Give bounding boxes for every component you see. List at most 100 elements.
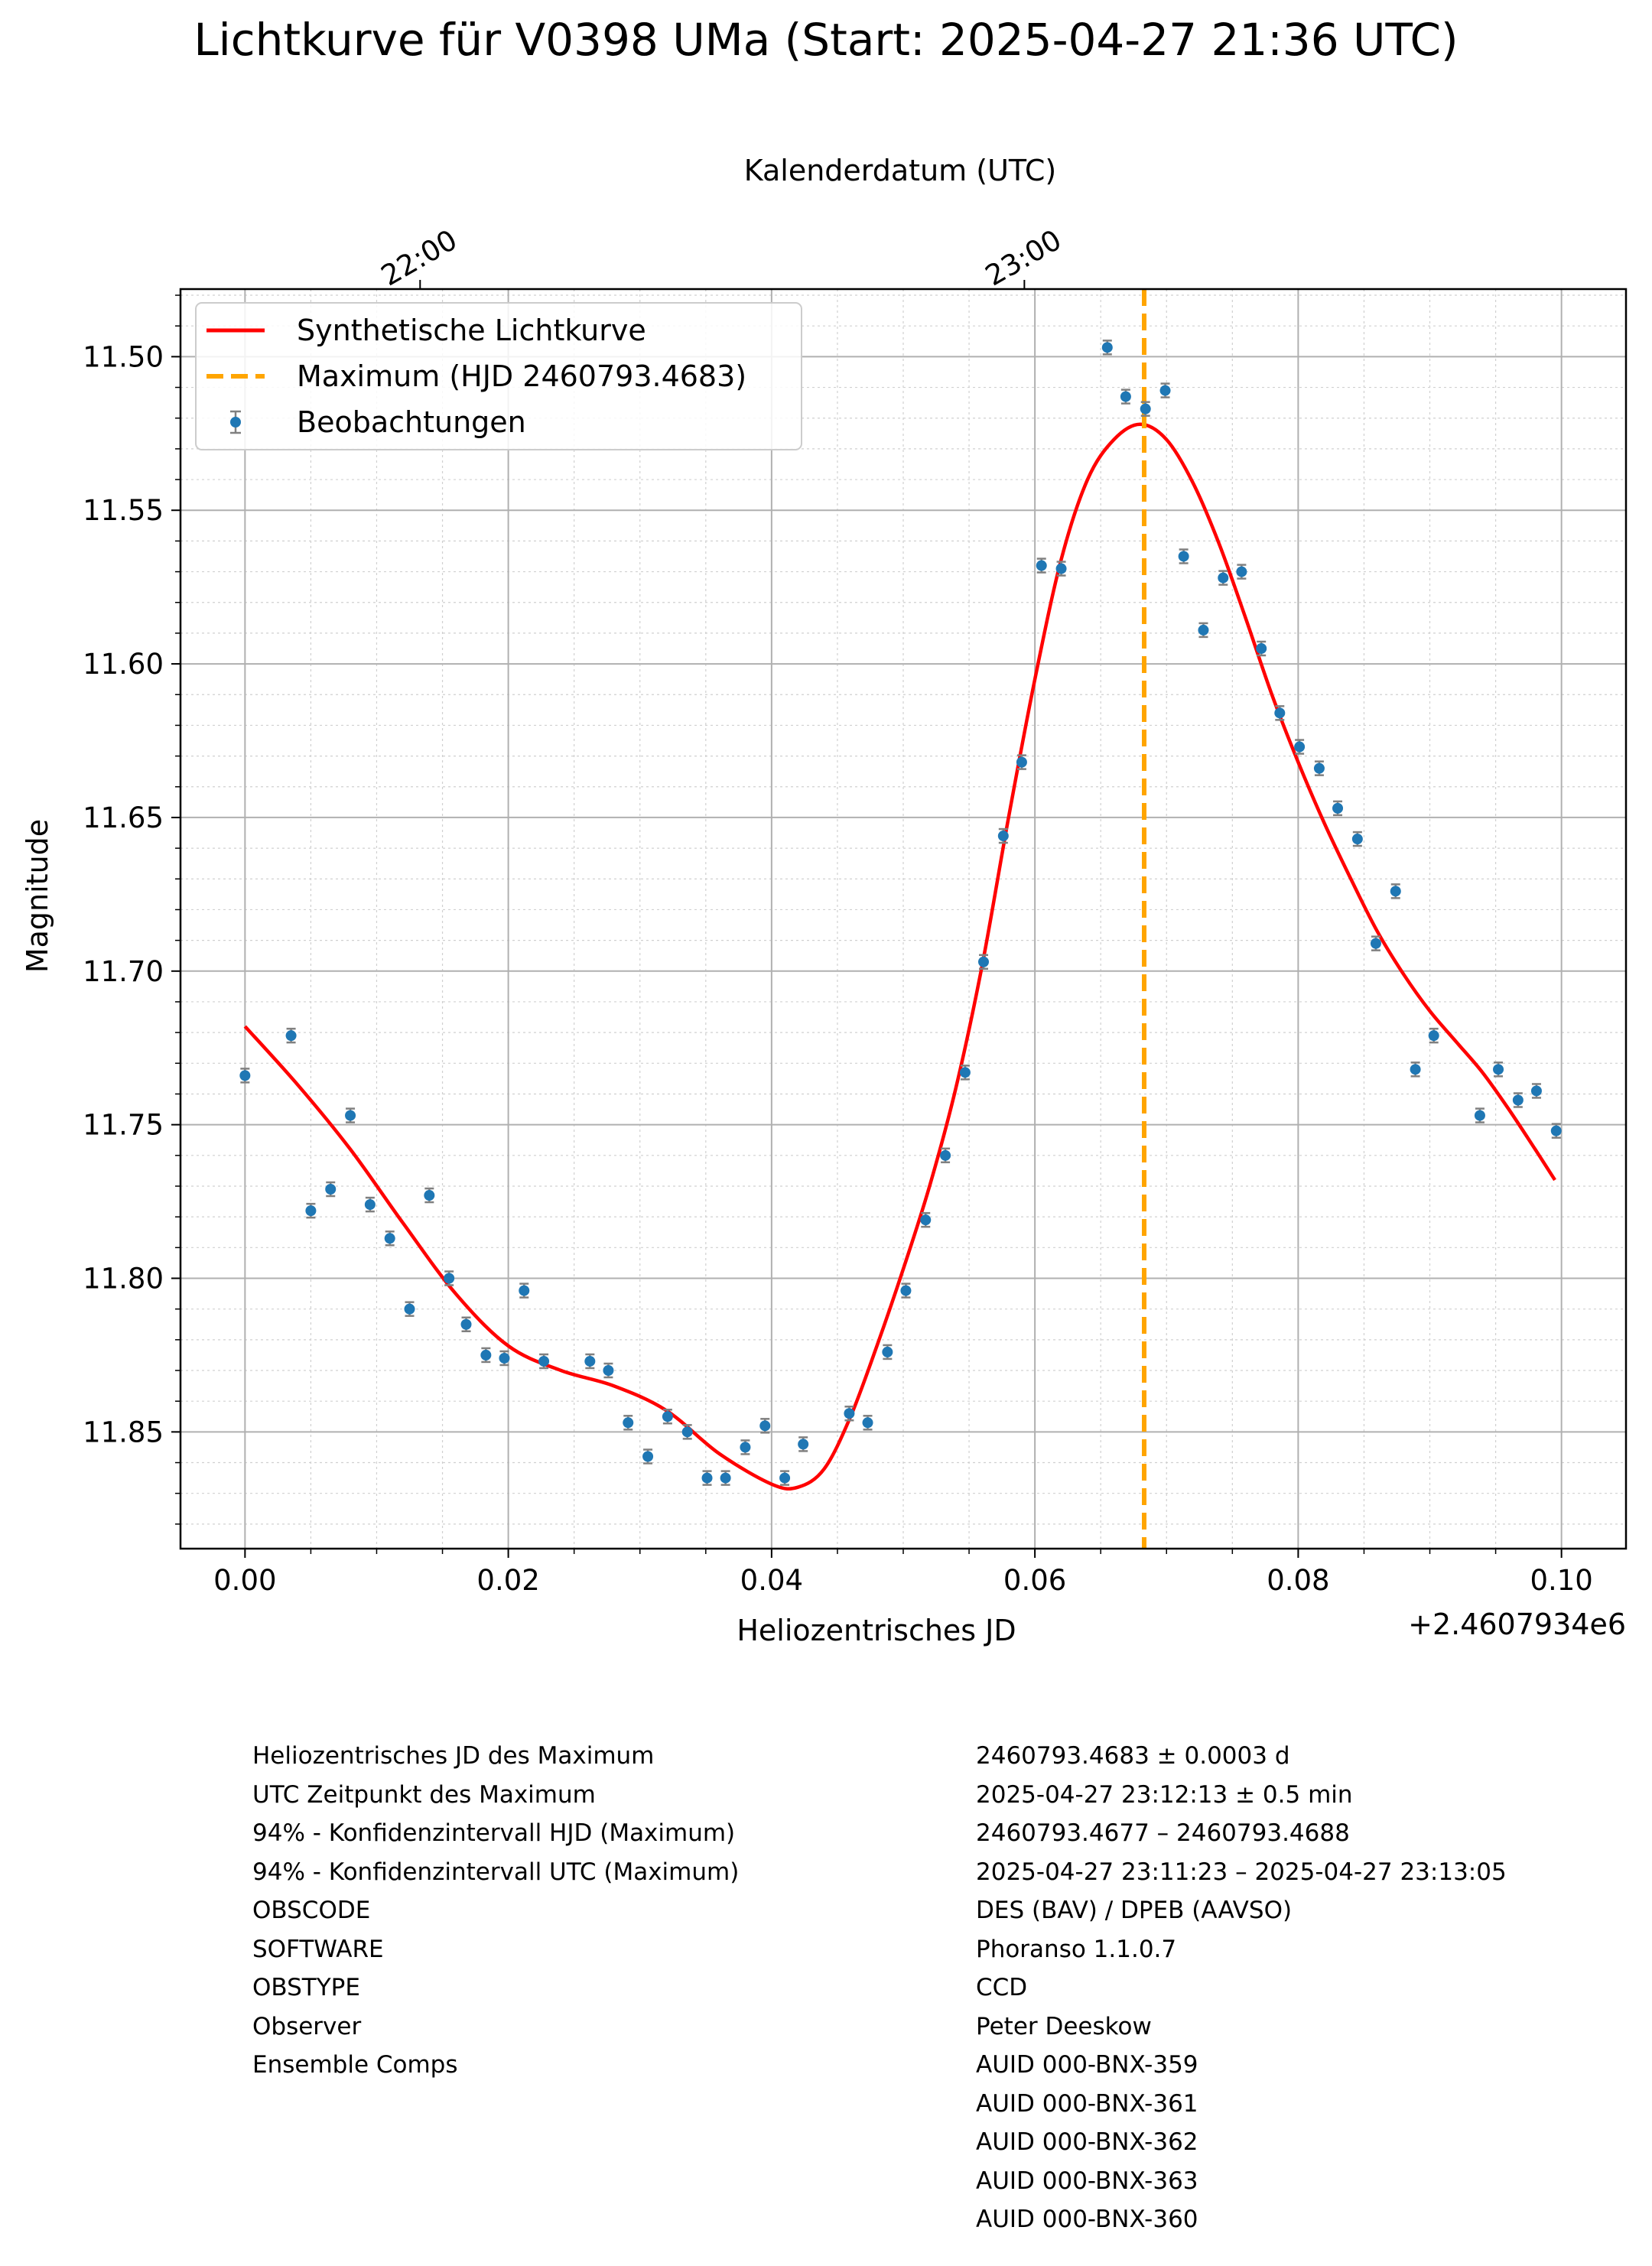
y-tick-label: 11.55	[83, 494, 164, 527]
x-tick-label: 0.10	[1530, 1564, 1592, 1597]
observation-point	[1101, 340, 1113, 356]
observation-point	[740, 1439, 751, 1455]
x-tick-label: 0.04	[740, 1564, 803, 1597]
observation-marker	[1370, 938, 1381, 949]
synthetic-curve-layer	[243, 422, 1556, 1491]
info-value: 2025-04-27 23:12:13 ± 0.5 min	[976, 1780, 1353, 1809]
observation-marker	[862, 1417, 873, 1429]
observation-marker	[662, 1411, 673, 1422]
observation-marker	[1428, 1030, 1439, 1042]
observation-marker	[779, 1472, 791, 1484]
x-top-tick-label: 23:00	[980, 223, 1067, 293]
observation-marker	[720, 1472, 731, 1484]
observation-marker	[519, 1285, 530, 1296]
observation-point	[444, 1270, 455, 1286]
observation-marker	[1351, 834, 1363, 845]
info-label: OBSCODE	[252, 1897, 371, 1924]
observation-marker	[1410, 1064, 1421, 1075]
observation-point	[1410, 1061, 1421, 1078]
observation-point	[603, 1362, 614, 1379]
info-value: 2460793.4677 – 2460793.4688	[976, 1819, 1350, 1847]
y-tick-label: 11.80	[83, 1262, 164, 1295]
observation-point	[844, 1405, 855, 1422]
observation-point	[920, 1211, 932, 1228]
observation-point	[1493, 1061, 1504, 1078]
observation-point	[325, 1181, 337, 1198]
observation-point	[345, 1107, 356, 1123]
legend-point-swatch	[230, 417, 241, 428]
synthetic-light-curve	[243, 422, 1556, 1491]
observation-point	[1055, 561, 1067, 577]
observation-point	[798, 1436, 809, 1452]
observation-marker	[603, 1365, 614, 1377]
observation-point	[424, 1187, 435, 1204]
observation-marker	[978, 956, 989, 967]
observation-point	[538, 1353, 550, 1370]
info-value: CCD	[976, 1974, 1028, 2001]
observation-point	[681, 1424, 693, 1440]
y-tick-label: 11.50	[83, 340, 164, 373]
observation-marker	[345, 1110, 356, 1121]
info-label: 94% - Konfidenzintervall UTC (Maximum)	[252, 1858, 740, 1886]
info-value: AUID 000-BNX-363	[976, 2167, 1198, 2195]
info-value: AUID 000-BNX-361	[976, 2089, 1198, 2118]
info-label: UTC Zeitpunkt des Maximum	[252, 1780, 596, 1809]
observation-point	[1351, 831, 1363, 847]
observation-marker	[480, 1349, 492, 1361]
observation-marker	[538, 1355, 550, 1367]
legend-entry: Beobachtungen	[230, 405, 526, 439]
legend-entry: Synthetische Lichtkurve	[206, 314, 646, 347]
observation-point	[460, 1316, 472, 1333]
legend-label: Maximum (HJD 2460793.4683)	[297, 359, 746, 393]
info-value: Phoranso 1.1.0.7	[976, 1935, 1177, 1963]
chart-title: Lichtkurve für V0398 UMa (Start: 2025-04…	[193, 14, 1459, 66]
observations-layer	[239, 340, 1562, 1486]
info-label: Ensemble Comps	[252, 2051, 458, 2079]
observation-point	[1390, 883, 1401, 899]
observation-marker	[305, 1205, 317, 1217]
observation-point	[480, 1347, 492, 1364]
info-label: SOFTWARE	[252, 1935, 384, 1963]
legend-entry: Maximum (HJD 2460793.4683)	[206, 359, 746, 393]
observation-marker	[1140, 403, 1151, 415]
observation-marker	[1036, 560, 1047, 571]
observation-marker	[1159, 385, 1171, 396]
info-value: DES (BAV) / DPEB (AAVSO)	[976, 1897, 1293, 1924]
observation-marker	[285, 1030, 297, 1042]
observation-point	[1294, 739, 1306, 755]
observation-marker	[1332, 802, 1344, 814]
observation-point	[1140, 401, 1151, 417]
observation-marker	[1493, 1064, 1504, 1075]
observation-marker	[1512, 1094, 1524, 1106]
observation-point	[1036, 558, 1047, 574]
axis-ticks	[171, 280, 1563, 1558]
info-label: Heliozentrisches JD des Maximum	[252, 1742, 655, 1770]
observation-marker	[1236, 566, 1247, 577]
observation-point	[642, 1448, 654, 1465]
observation-marker	[959, 1067, 971, 1078]
observation-marker	[1313, 762, 1325, 774]
observation-marker	[1474, 1110, 1485, 1121]
observation-marker	[444, 1273, 455, 1284]
observation-point	[1332, 800, 1344, 817]
legend-label: Synthetische Lichtkurve	[297, 314, 646, 347]
observation-point	[1512, 1092, 1524, 1108]
observation-point	[1236, 564, 1247, 580]
legend-label: Beobachtungen	[297, 405, 526, 439]
observation-marker	[920, 1214, 932, 1226]
observation-point	[1370, 935, 1381, 951]
observation-point	[364, 1196, 376, 1213]
x-tick-label: 0.00	[213, 1564, 276, 1597]
light-curve-chart: 0.00 0.02 0.04 0.06 0.08 0.10 11.50 11.55 11.60 1…	[21, 154, 1628, 1647]
observation-marker	[384, 1233, 395, 1244]
observation-marker	[1550, 1125, 1562, 1136]
y-tick-label: 11.65	[83, 801, 164, 834]
observation-marker	[681, 1426, 693, 1438]
observation-point	[404, 1301, 415, 1317]
observation-marker	[642, 1451, 654, 1462]
observation-marker	[1120, 391, 1131, 402]
observation-marker	[325, 1184, 337, 1195]
y-tick-label: 11.60	[83, 648, 164, 681]
observation-marker	[424, 1190, 435, 1201]
observation-marker	[1530, 1085, 1542, 1097]
